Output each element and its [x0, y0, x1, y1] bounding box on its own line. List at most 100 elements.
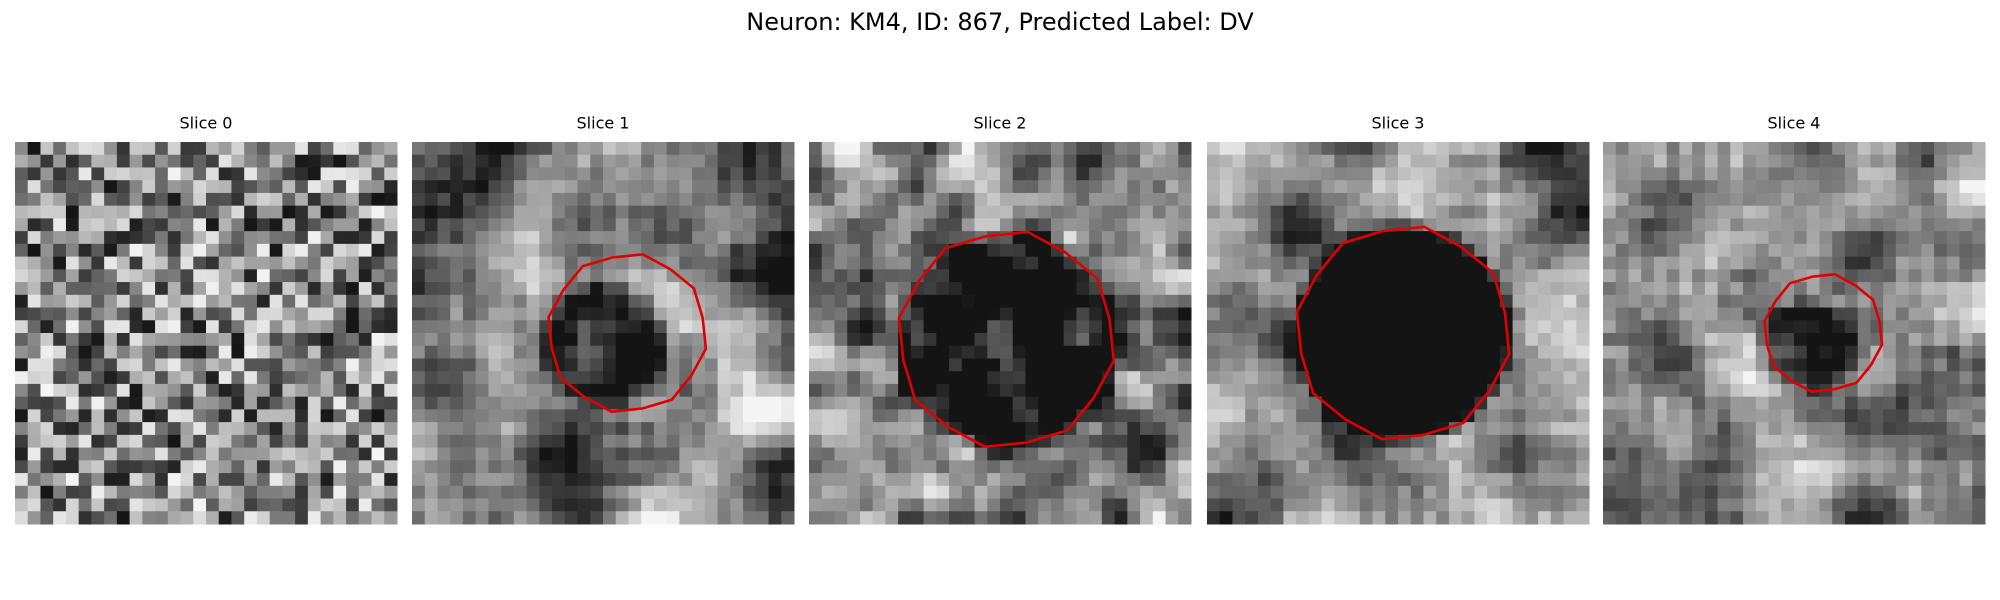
pixel [1296, 231, 1310, 245]
pixel [1603, 180, 1617, 194]
pixel [1140, 485, 1154, 500]
pixel [641, 320, 655, 334]
pixel [1219, 434, 1233, 449]
pixel [1474, 409, 1488, 423]
pixel [78, 434, 92, 449]
pixel [129, 485, 143, 500]
pixel [346, 269, 360, 283]
pixel [564, 180, 579, 194]
pixel [653, 511, 668, 525]
pixel [1768, 345, 1782, 359]
pixel [1410, 358, 1424, 372]
pixel [371, 154, 385, 168]
pixel [1538, 383, 1552, 398]
pixel [1050, 498, 1065, 512]
pixel [1025, 383, 1039, 398]
pixel [513, 422, 528, 436]
pixel [167, 383, 182, 398]
pixel [1101, 498, 1116, 512]
pixel [1245, 511, 1259, 525]
pixel [923, 409, 937, 423]
pixel [1000, 205, 1014, 219]
pixel [371, 294, 385, 309]
pixel [1257, 231, 1272, 245]
pixel [1219, 256, 1233, 270]
pixel [282, 294, 296, 309]
pixel [437, 358, 451, 372]
pixel [1794, 282, 1808, 296]
pixel [577, 422, 591, 436]
pixel [1347, 473, 1361, 487]
pixel [781, 409, 795, 423]
pixel [692, 460, 706, 474]
pixel [653, 434, 668, 449]
pixel [501, 473, 515, 487]
pixel [987, 396, 1001, 410]
pixel [898, 498, 912, 512]
pixel [269, 142, 283, 156]
pixel [755, 447, 770, 461]
pixel [1666, 485, 1680, 500]
pixel [1321, 205, 1335, 219]
pixel [1398, 307, 1412, 321]
pixel [1972, 358, 1986, 372]
pixel [628, 192, 642, 207]
pixel [1257, 434, 1272, 449]
pixel [1207, 447, 1221, 461]
pixel [1717, 371, 1731, 385]
pixel [615, 396, 629, 410]
pixel [307, 256, 322, 270]
pixel [488, 485, 502, 500]
pixel [116, 294, 131, 309]
pixel [358, 192, 373, 207]
pixel [269, 473, 283, 487]
pixel [692, 243, 706, 258]
pixel [475, 447, 489, 461]
pixel [615, 485, 629, 500]
pixel [910, 205, 925, 219]
pixel [1653, 154, 1668, 168]
pixel [552, 434, 566, 449]
pixel [1972, 396, 1986, 410]
pixel [730, 460, 744, 474]
pixel [781, 218, 795, 232]
pixel [1563, 345, 1577, 359]
pixel [526, 320, 540, 334]
pixel [590, 231, 604, 245]
pixel [1359, 485, 1374, 500]
pixel [1499, 282, 1514, 296]
pixel [1012, 498, 1026, 512]
pixel [65, 345, 80, 359]
pixel [603, 333, 617, 347]
pixel [1972, 409, 1986, 423]
pixel [539, 511, 553, 525]
pixel [1219, 243, 1233, 258]
pixel [320, 371, 334, 385]
pixel [412, 511, 426, 525]
pixel [104, 243, 118, 258]
pixel [1563, 282, 1577, 296]
pixel [78, 345, 92, 359]
pixel [65, 447, 80, 461]
pixel [653, 205, 668, 219]
pixel [679, 460, 693, 474]
pixel [603, 447, 617, 461]
pixel [1946, 142, 1961, 156]
pixel [53, 167, 67, 181]
pixel [1768, 269, 1782, 283]
pixel [821, 256, 835, 270]
pixel [1410, 371, 1424, 385]
pixel [628, 409, 642, 423]
pixel [53, 256, 67, 270]
pixel [755, 167, 770, 181]
pixel [462, 473, 477, 487]
pixel [539, 345, 553, 359]
pixel [885, 409, 899, 423]
pixel [1832, 243, 1846, 258]
pixel [603, 231, 617, 245]
pixel [1487, 460, 1501, 474]
pixel [27, 218, 41, 232]
pixel [1895, 256, 1910, 270]
pixel [295, 409, 309, 423]
pixel [1050, 282, 1065, 296]
